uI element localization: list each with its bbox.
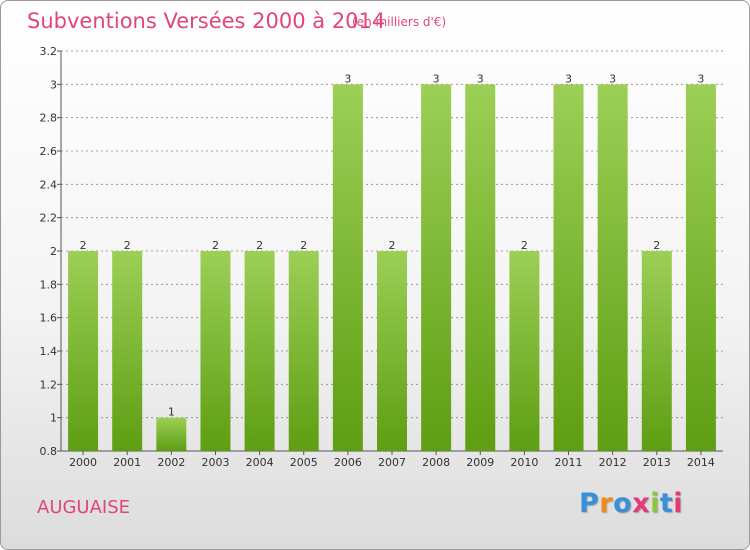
- data-label: 2: [212, 239, 219, 252]
- y-tick-label: 3: [50, 78, 57, 91]
- x-tick-label: 2006: [334, 456, 362, 469]
- data-label: 3: [433, 72, 440, 85]
- data-label: 3: [477, 72, 484, 85]
- bar-2005: [288, 251, 319, 451]
- bar-2010: [509, 251, 540, 451]
- bar-2009: [465, 84, 496, 451]
- y-tick-label: 3.2: [40, 45, 58, 58]
- y-tick-label: 1: [50, 412, 57, 425]
- x-tick-label: 2013: [643, 456, 671, 469]
- data-label: 2: [256, 239, 263, 252]
- y-tick-label: 2.2: [40, 212, 58, 225]
- x-tick-label: 2005: [290, 456, 318, 469]
- bar-2004: [244, 251, 275, 451]
- x-tick-label: 2001: [113, 456, 141, 469]
- bar-2002: [156, 417, 187, 451]
- data-label: 2: [124, 239, 131, 252]
- chart-subtitle: (en milliers d'€): [352, 15, 447, 29]
- chart-title: Subventions Versées 2000 à 2014: [27, 9, 386, 33]
- data-label: 2: [521, 239, 528, 252]
- bar-2000: [68, 251, 99, 451]
- y-tick-label: 1.6: [40, 312, 58, 325]
- y-tick-label: 2.6: [40, 145, 58, 158]
- data-label: 1: [168, 406, 175, 419]
- data-label: 3: [565, 72, 572, 85]
- x-tick-label: 2008: [422, 456, 450, 469]
- bar-2008: [421, 84, 452, 451]
- data-label: 3: [697, 72, 704, 85]
- proxiti-logo: Proxiti: [579, 488, 684, 519]
- x-tick-label: 2003: [201, 456, 229, 469]
- bar-2013: [641, 251, 672, 451]
- bar-2001: [112, 251, 143, 451]
- x-tick-label: 2014: [687, 456, 715, 469]
- y-tick-label: 0.8: [40, 445, 58, 458]
- x-tick-label: 2002: [157, 456, 185, 469]
- data-label: 2: [80, 239, 87, 252]
- bar-2014: [685, 84, 716, 451]
- data-label: 2: [389, 239, 396, 252]
- y-tick-label: 1.8: [40, 278, 58, 291]
- y-tick-label: 2.4: [40, 178, 58, 191]
- x-tick-label: 2012: [599, 456, 627, 469]
- x-tick-label: 2000: [69, 456, 97, 469]
- town-name: AUGUAISE: [37, 497, 131, 518]
- x-tick-label: 2004: [246, 456, 274, 469]
- y-tick-label: 2: [50, 245, 57, 258]
- x-tick-label: 2007: [378, 456, 406, 469]
- y-tick-label: 1.4: [40, 345, 58, 358]
- bar-2003: [200, 251, 231, 451]
- data-label: 3: [344, 72, 351, 85]
- data-label: 3: [609, 72, 616, 85]
- data-label: 2: [653, 239, 660, 252]
- x-tick-label: 2011: [555, 456, 583, 469]
- bar-2011: [553, 84, 584, 451]
- data-label: 2: [300, 239, 307, 252]
- y-tick-label: 2.8: [40, 112, 58, 125]
- x-tick-label: 2009: [466, 456, 494, 469]
- bar-2006: [332, 84, 363, 451]
- bar-2007: [377, 251, 407, 451]
- bar-2012: [597, 84, 628, 451]
- x-tick-label: 2010: [510, 456, 538, 469]
- y-tick-label: 1.2: [40, 378, 58, 391]
